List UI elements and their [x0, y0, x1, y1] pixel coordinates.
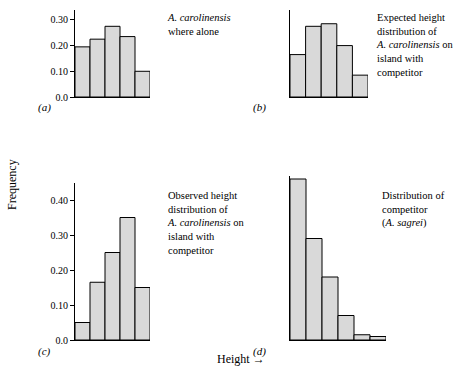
- svg-text:0.0: 0.0: [56, 92, 69, 103]
- svg-text:0.40: 0.40: [51, 195, 69, 206]
- svg-text:Height →: Height →: [217, 352, 265, 366]
- svg-text:(c): (c): [38, 345, 51, 358]
- svg-text:Expected heightdistribution of: Expected heightdistribution ofA. carolin…: [376, 12, 453, 78]
- svg-text:Frequency: Frequency: [5, 159, 19, 210]
- svg-text:0.20: 0.20: [51, 265, 69, 276]
- svg-text:0.10: 0.10: [51, 66, 69, 77]
- svg-text:(a): (a): [38, 101, 51, 114]
- svg-text:0.20: 0.20: [51, 40, 69, 51]
- svg-text:0.30: 0.30: [51, 230, 69, 241]
- svg-text:A. carolinensiswhere alone: A. carolinensiswhere alone: [167, 12, 231, 37]
- svg-text:(d): (d): [253, 345, 266, 358]
- svg-text:(b): (b): [253, 101, 266, 114]
- svg-text:0.10: 0.10: [51, 300, 69, 311]
- svg-text:0.30: 0.30: [51, 14, 69, 25]
- svg-text:0.0: 0.0: [56, 335, 69, 346]
- svg-text:Observed heightdistribution of: Observed heightdistribution ofA. carolin…: [167, 190, 244, 256]
- svg-text:Distribution ofcompetitor(A. s: Distribution ofcompetitor(A. sagrei): [382, 190, 445, 229]
